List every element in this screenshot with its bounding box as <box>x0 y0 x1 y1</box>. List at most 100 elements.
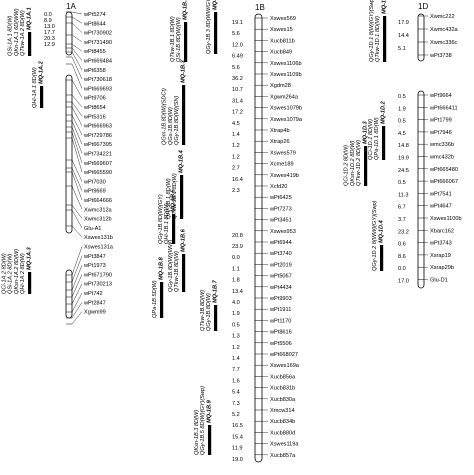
position-label-1A-0: 0.0 <box>44 12 52 18</box>
chromosome-bar-1D-seg1 <box>417 13 425 62</box>
qtl-label-1A-1-0: QHi-1A.1 8D(W) <box>32 67 38 108</box>
qtl-label-1D-2-0: QCi-1D.2 8D(W) <box>344 145 350 186</box>
qtl-label-1B-6-0: QTkw-1B.8D(W) <box>200 290 206 331</box>
marker-label-1D-14: Xswes1100b <box>430 216 462 222</box>
marker-label-1B-27: wPt1170 <box>269 318 291 324</box>
marker-label-1B-4: Xswes1106b <box>270 61 302 67</box>
marker-label-1B-32: Xucb856a <box>270 374 296 380</box>
position-label-1B-20: 23.9 <box>232 244 243 250</box>
position-label-1B-28: 1.3 <box>232 334 240 340</box>
position-label-1B-10: 1.4 <box>232 132 240 138</box>
marker-label-1A-26: wPt3847 <box>83 254 106 260</box>
qtl-cluster-label-1B-4: MQ-1B.5 <box>171 188 177 212</box>
marker-label-1A-24: Xswes131b <box>84 235 113 241</box>
position-label-1D-15: 0.6 <box>398 242 406 248</box>
marker-label-1D-12: wPt7541 <box>429 191 452 197</box>
marker-label-1B-8: Xswes1079b <box>270 106 302 112</box>
qtl-cluster-label-1A-2: MQ-1A.3 <box>27 246 33 270</box>
qtl-cluster-label-1A-1: MQ-1A.2 <box>39 60 45 84</box>
marker-label-1B-18: wPt3451 <box>269 218 292 224</box>
marker-label-1B-20: wPt6944 <box>269 240 292 246</box>
marker-label-1A-11: wPt5316 <box>83 114 106 120</box>
position-label-1D-18: 17.0 <box>398 279 409 285</box>
qtl-label-1B-4-0: QGy-1B.8D(W)(GY) <box>158 194 164 244</box>
qtl-label-1A-0-0: QSi-1A.1 8D(W) <box>8 15 14 56</box>
position-label-1B-25: 4.0 <box>232 300 240 306</box>
marker-label-1B-30: wPt668027 <box>269 352 298 358</box>
marker-label-1D-18: Xsrap29b <box>430 265 454 271</box>
position-label-1B-5: 36.2 <box>232 76 243 82</box>
marker-leader-1A-27 <box>71 265 83 291</box>
position-label-1B-0: 19.1 <box>232 20 243 26</box>
marker-label-1B-21: wPt3740 <box>269 251 292 257</box>
qtl-label-1D-2-2: QTkw-1D.2 8D(W) <box>356 140 362 186</box>
marker-leader-1A-0 <box>71 11 83 15</box>
position-label-1D-6: 4.5 <box>398 131 406 137</box>
qtl-label-1B-2-0: QGm-1B.8D(W)(SDCt) <box>162 88 168 145</box>
position-label-1B-32: 1.6 <box>232 378 240 384</box>
chromosome-1B <box>254 13 263 463</box>
marker-label-1A-31: wPt2847 <box>83 300 106 306</box>
qtl-label-1D-1-1: QPa-1D.1 8D(W) <box>374 117 380 160</box>
marker-leader-1A-24 <box>71 225 83 238</box>
marker-leader-1A-21 <box>71 185 83 210</box>
marker-label-1B-25: wPt9903 <box>269 296 292 302</box>
chromosome-1A <box>65 11 73 319</box>
qtl-label-1B-8-0: QKsn-1B.3 8D(W) <box>194 410 200 455</box>
marker-label-1B-14: Xswes419b <box>270 173 299 179</box>
position-label-1B-39: 19.0 <box>232 457 243 463</box>
qtl-label-1B-2-1: QGs-1B.8D(W) <box>168 107 174 145</box>
position-label-1A-3: 17.7 <box>44 30 55 36</box>
marker-label-1B-24: wPt4434 <box>269 285 292 291</box>
qtl-bar-1B-5 <box>182 254 186 292</box>
marker-leader-1A-12 <box>71 106 83 126</box>
qtl-cluster-label-1B-2: MQ-1B.3 <box>181 59 187 83</box>
marker-label-1B-38: Xswes119a <box>270 442 299 448</box>
qtl-cluster-label-1B-5: MQ-1B.6 <box>181 228 187 252</box>
qtl-label-1B-1-0: QTkw-1B.1 8D(W) <box>170 16 176 62</box>
marker-label-1B-35: Xmcw314 <box>270 408 295 414</box>
marker-leader-1A-26 <box>71 255 83 283</box>
marker-label-1A-9: wPt9706 <box>83 96 106 102</box>
marker-label-1A-6: wPt6358 <box>83 68 106 74</box>
marker-leader-1A-29 <box>71 283 83 305</box>
marker-label-1D-8: wmc336b <box>429 142 454 148</box>
marker-label-1A-25: Xswes131a <box>84 245 114 251</box>
qtl-label-1B-3-0: QHi-1B.1 8D(W) <box>166 178 172 219</box>
marker-label-1D-15: Xbarc162 <box>430 228 454 234</box>
marker-label-1A-8: wPt669693 <box>83 86 112 92</box>
marker-label-1B-19: Xswes953 <box>270 229 296 235</box>
marker-label-1D-2: Xwmc336c <box>430 40 458 46</box>
position-label-1B-29: 1.2 <box>232 345 240 351</box>
qtl-bar-1D-3 <box>380 245 384 271</box>
marker-label-1A-19: wPt9669 <box>83 189 106 195</box>
qtl-bar-1A-2 <box>28 272 32 294</box>
qtl-bar-1A-0 <box>28 32 32 56</box>
marker-leader-1A-20 <box>71 171 83 201</box>
marker-leader-1A-31 <box>71 302 83 319</box>
position-label-1B-7: 31.4 <box>232 98 243 104</box>
qtl-label-1B-8-1: QGy-1B.5 8D(W)(GY)(Swp) <box>200 386 206 455</box>
marker-label-1D-0: Xwmc222 <box>430 14 455 20</box>
marker-label-1B-6: Xgdm28 <box>270 83 291 89</box>
marker-label-1D-4: wPt9664 <box>429 93 452 99</box>
position-label-1B-31: 7.7 <box>232 367 240 373</box>
qtl-cluster-label-1D-3: MQ-1D.4 <box>379 219 385 243</box>
chromosome-name-1A: 1A <box>66 2 76 11</box>
marker-leader-1A-4 <box>71 43 83 52</box>
marker-label-1B-5: Xswes1109b <box>270 72 302 78</box>
marker-leader-1A-19 <box>71 167 83 191</box>
qtl-bar-1D-0 <box>383 16 387 62</box>
chromosome-name-1B: 1B <box>255 3 265 12</box>
marker-label-1B-26: wPt1911 <box>269 307 291 313</box>
marker-leader-1A-11 <box>71 101 83 117</box>
position-label-1A-4: 20.3 <box>44 36 55 42</box>
qtl-bar-1B-7 <box>160 282 164 318</box>
position-label-1B-21: 0.0 <box>232 255 240 261</box>
chromosome-bar-1B <box>254 13 263 463</box>
qtl-label-1A-2-0: QCi-1A.2 8D(W) <box>1 253 7 294</box>
marker-label-1D-7: wPt7946 <box>429 130 452 136</box>
marker-label-1A-3: wPt731490 <box>83 40 112 46</box>
marker-label-1A-1: wPt8644 <box>83 21 106 27</box>
qtl-bar-1B-0 <box>214 12 218 54</box>
